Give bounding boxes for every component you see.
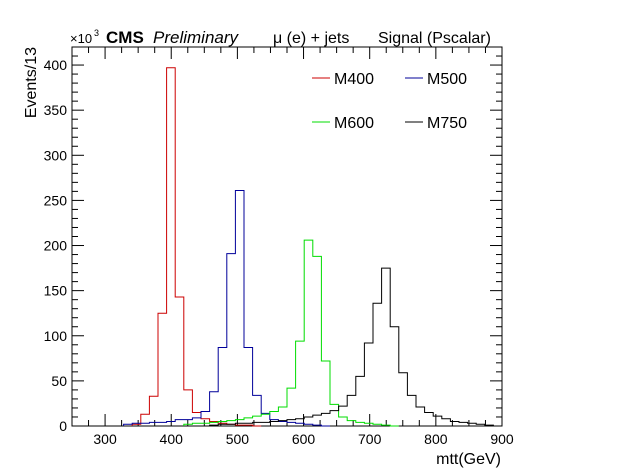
cms-label: CMS <box>106 28 144 47</box>
exponent-base: ×10 <box>70 31 92 46</box>
x-tick-label: 700 <box>358 431 382 447</box>
series-m750-line <box>209 267 502 427</box>
channel-label: μ (e) + jets <box>273 30 349 47</box>
series-m500-line <box>123 189 330 427</box>
y-tick-label: 250 <box>44 192 68 208</box>
series-m400-line <box>131 67 262 427</box>
y-tick-label: 350 <box>44 102 68 118</box>
x-axis-title: mtt(GeV) <box>436 451 501 468</box>
y-tick-label: 50 <box>51 373 67 389</box>
series-group <box>123 67 502 427</box>
legend-label-m750: M750 <box>427 115 467 132</box>
y-tick-label: 100 <box>44 328 68 344</box>
axes: 0 50 100 150 200 250 300 350 400 300 400 500 600 700 8… <box>44 46 514 447</box>
preliminary-label: Preliminary <box>153 28 240 47</box>
exponent-power: 3 <box>94 28 99 38</box>
legend: M400 M500 M600 M750 <box>312 71 467 132</box>
y-tick-label: 0 <box>59 418 67 434</box>
x-tick-label: 800 <box>424 431 448 447</box>
y-tick-label: 400 <box>44 57 68 73</box>
plot-frame <box>71 46 503 427</box>
sample-label: Signal (Pscalar) <box>378 30 491 47</box>
legend-label-m600: M600 <box>334 115 374 132</box>
y-tick-label: 200 <box>44 238 68 254</box>
x-tick-label: 400 <box>160 431 184 447</box>
legend-label-m400: M400 <box>334 71 374 88</box>
series-m600-line <box>183 239 399 427</box>
y-axis-title: Events/13 <box>23 47 40 118</box>
legend-label-m500: M500 <box>427 71 467 88</box>
y-tick-label: 300 <box>44 147 68 163</box>
x-tick-label: 900 <box>490 431 514 447</box>
x-tick-label: 300 <box>93 431 117 447</box>
y-tick-label: 150 <box>44 283 68 299</box>
x-tick-label: 500 <box>226 431 250 447</box>
x-tick-label: 600 <box>292 431 316 447</box>
